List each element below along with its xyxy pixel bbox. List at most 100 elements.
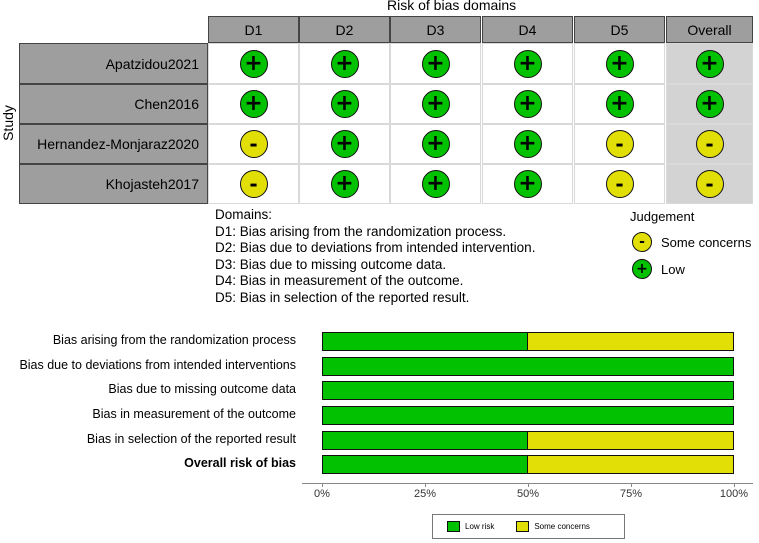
study-axis-label: Study	[0, 105, 16, 141]
domain-line-d2: D2: Bias due to deviations from intended…	[215, 240, 536, 255]
x-tick-mark	[425, 483, 426, 487]
low-risk-bar-segment	[322, 431, 528, 450]
bar-row	[322, 406, 734, 425]
low-risk-icon: +	[605, 49, 634, 78]
some-concerns-icon: -	[239, 170, 268, 198]
judgement-cell: +	[208, 43, 299, 84]
column-header-d2: D2	[299, 16, 390, 43]
judgement-cell: +	[390, 43, 481, 84]
bar-row	[322, 431, 734, 450]
legend-low: + Low	[632, 259, 685, 279]
judgement-cell: +	[208, 84, 299, 124]
low-risk-icon: +	[330, 49, 359, 78]
bar-chart-legend: Low risk Some concerns	[432, 514, 625, 539]
low-risk-icon: +	[605, 90, 634, 118]
some-concerns-icon: -	[695, 130, 724, 158]
low-risk-bar-segment	[322, 455, 528, 474]
low-risk-icon: +	[330, 170, 359, 198]
judgement-cell: +	[482, 43, 573, 84]
low-risk-bar-segment	[322, 406, 734, 425]
judgement-cell: +	[574, 84, 665, 124]
judgement-legend-title: Judgement	[630, 209, 695, 224]
low-risk-icon: +	[330, 130, 359, 158]
low-risk-icon: +	[421, 49, 450, 78]
bar-row	[322, 357, 734, 376]
x-axis-line	[302, 483, 753, 484]
some-concerns-legend-label: Some concerns	[534, 522, 590, 531]
risk-of-bias-title: Risk of bias domains	[387, 0, 517, 13]
domain-line-d4: D4: Bias in measurement of the outcome.	[215, 273, 464, 288]
judgement-cell: +	[299, 43, 390, 84]
x-tick-mark	[322, 483, 323, 487]
judgement-cell: +	[666, 84, 753, 124]
some-concerns-bar-segment	[528, 332, 734, 351]
judgement-cell: +	[482, 124, 573, 164]
low-risk-icon: +	[695, 49, 724, 78]
x-tick-label: 75%	[619, 488, 643, 500]
judgement-cell: +	[574, 43, 665, 84]
low-risk-icon: +	[330, 90, 359, 118]
low-symbol: +	[632, 259, 652, 279]
study-label: Khojasteh2017	[19, 164, 208, 204]
x-tick-mark	[528, 483, 529, 487]
column-header-d3: D3	[390, 16, 481, 43]
x-tick-label: 25%	[413, 488, 437, 500]
low-risk-bar-segment	[322, 381, 734, 400]
some-concerns-icon: -	[239, 130, 268, 158]
judgement-cell: +	[482, 84, 573, 124]
some-concerns-bar-segment	[528, 455, 734, 474]
some-concerns-symbol: -	[632, 232, 652, 252]
judgement-cell: -	[208, 164, 299, 204]
some-concerns-bar-segment	[528, 431, 734, 450]
some-concerns-swatch	[516, 521, 530, 532]
bar-row	[322, 332, 734, 351]
column-header-d1: D1	[208, 16, 299, 43]
low-risk-icon: +	[695, 90, 724, 118]
judgement-cell: +	[390, 124, 481, 164]
domain-line-d3: D3: Bias due to missing outcome data.	[215, 256, 447, 272]
x-tick-mark	[734, 483, 735, 487]
low-risk-legend-label: Low risk	[465, 522, 495, 531]
judgement-cell: +	[390, 84, 481, 124]
judgement-cell: +	[299, 84, 390, 124]
low-risk-bar-segment	[322, 332, 528, 351]
bar-category-label: Bias due to missing outcome data	[108, 382, 296, 396]
x-tick-label: 100%	[719, 488, 749, 500]
study-label: Chen2016	[19, 84, 208, 124]
low-risk-icon: +	[513, 90, 542, 118]
some-concerns-label: Some concerns	[661, 234, 752, 250]
study-label: Apatzidou2021	[19, 43, 208, 84]
bar-row	[322, 455, 734, 474]
column-header-d5: D5	[574, 16, 665, 43]
study-label: Hernandez-Monjaraz2020	[19, 124, 208, 164]
low-label: Low	[661, 261, 685, 277]
low-risk-icon: +	[421, 170, 450, 198]
bar-row	[322, 381, 734, 400]
low-risk-icon: +	[421, 90, 450, 118]
low-risk-icon: +	[513, 49, 542, 78]
legend-some-concerns: - Some concerns	[632, 232, 751, 252]
low-risk-swatch	[447, 521, 460, 532]
judgement-cell: +	[482, 164, 573, 204]
judgement-cell: -	[208, 124, 299, 164]
judgement-cell: +	[299, 124, 390, 164]
judgement-cell: +	[299, 164, 390, 204]
judgement-cell: -	[574, 164, 665, 204]
bar-category-label: Bias in selection of the reported result	[86, 432, 296, 446]
low-risk-bar-segment	[322, 357, 734, 376]
some-concerns-icon: -	[605, 130, 634, 158]
some-concerns-icon: -	[695, 170, 724, 198]
bar-category-label: Bias arising from the randomization proc…	[52, 333, 296, 347]
column-header-overall: Overall	[666, 16, 753, 43]
domains-heading: Domains:	[215, 207, 273, 222]
bar-category-label: Bias due to deviations from intended int…	[19, 358, 296, 372]
x-tick-mark	[631, 483, 632, 487]
x-tick-label: 50%	[516, 488, 540, 500]
column-header-d4: D4	[482, 16, 573, 43]
domain-line-d5: D5: Bias in selection of the reported re…	[215, 289, 470, 305]
low-risk-icon: +	[239, 49, 268, 78]
judgement-cell: -	[666, 124, 753, 164]
judgement-cell: -	[574, 124, 665, 164]
judgement-cell: -	[666, 164, 753, 204]
bar-category-label: Overall risk of bias	[184, 456, 296, 470]
